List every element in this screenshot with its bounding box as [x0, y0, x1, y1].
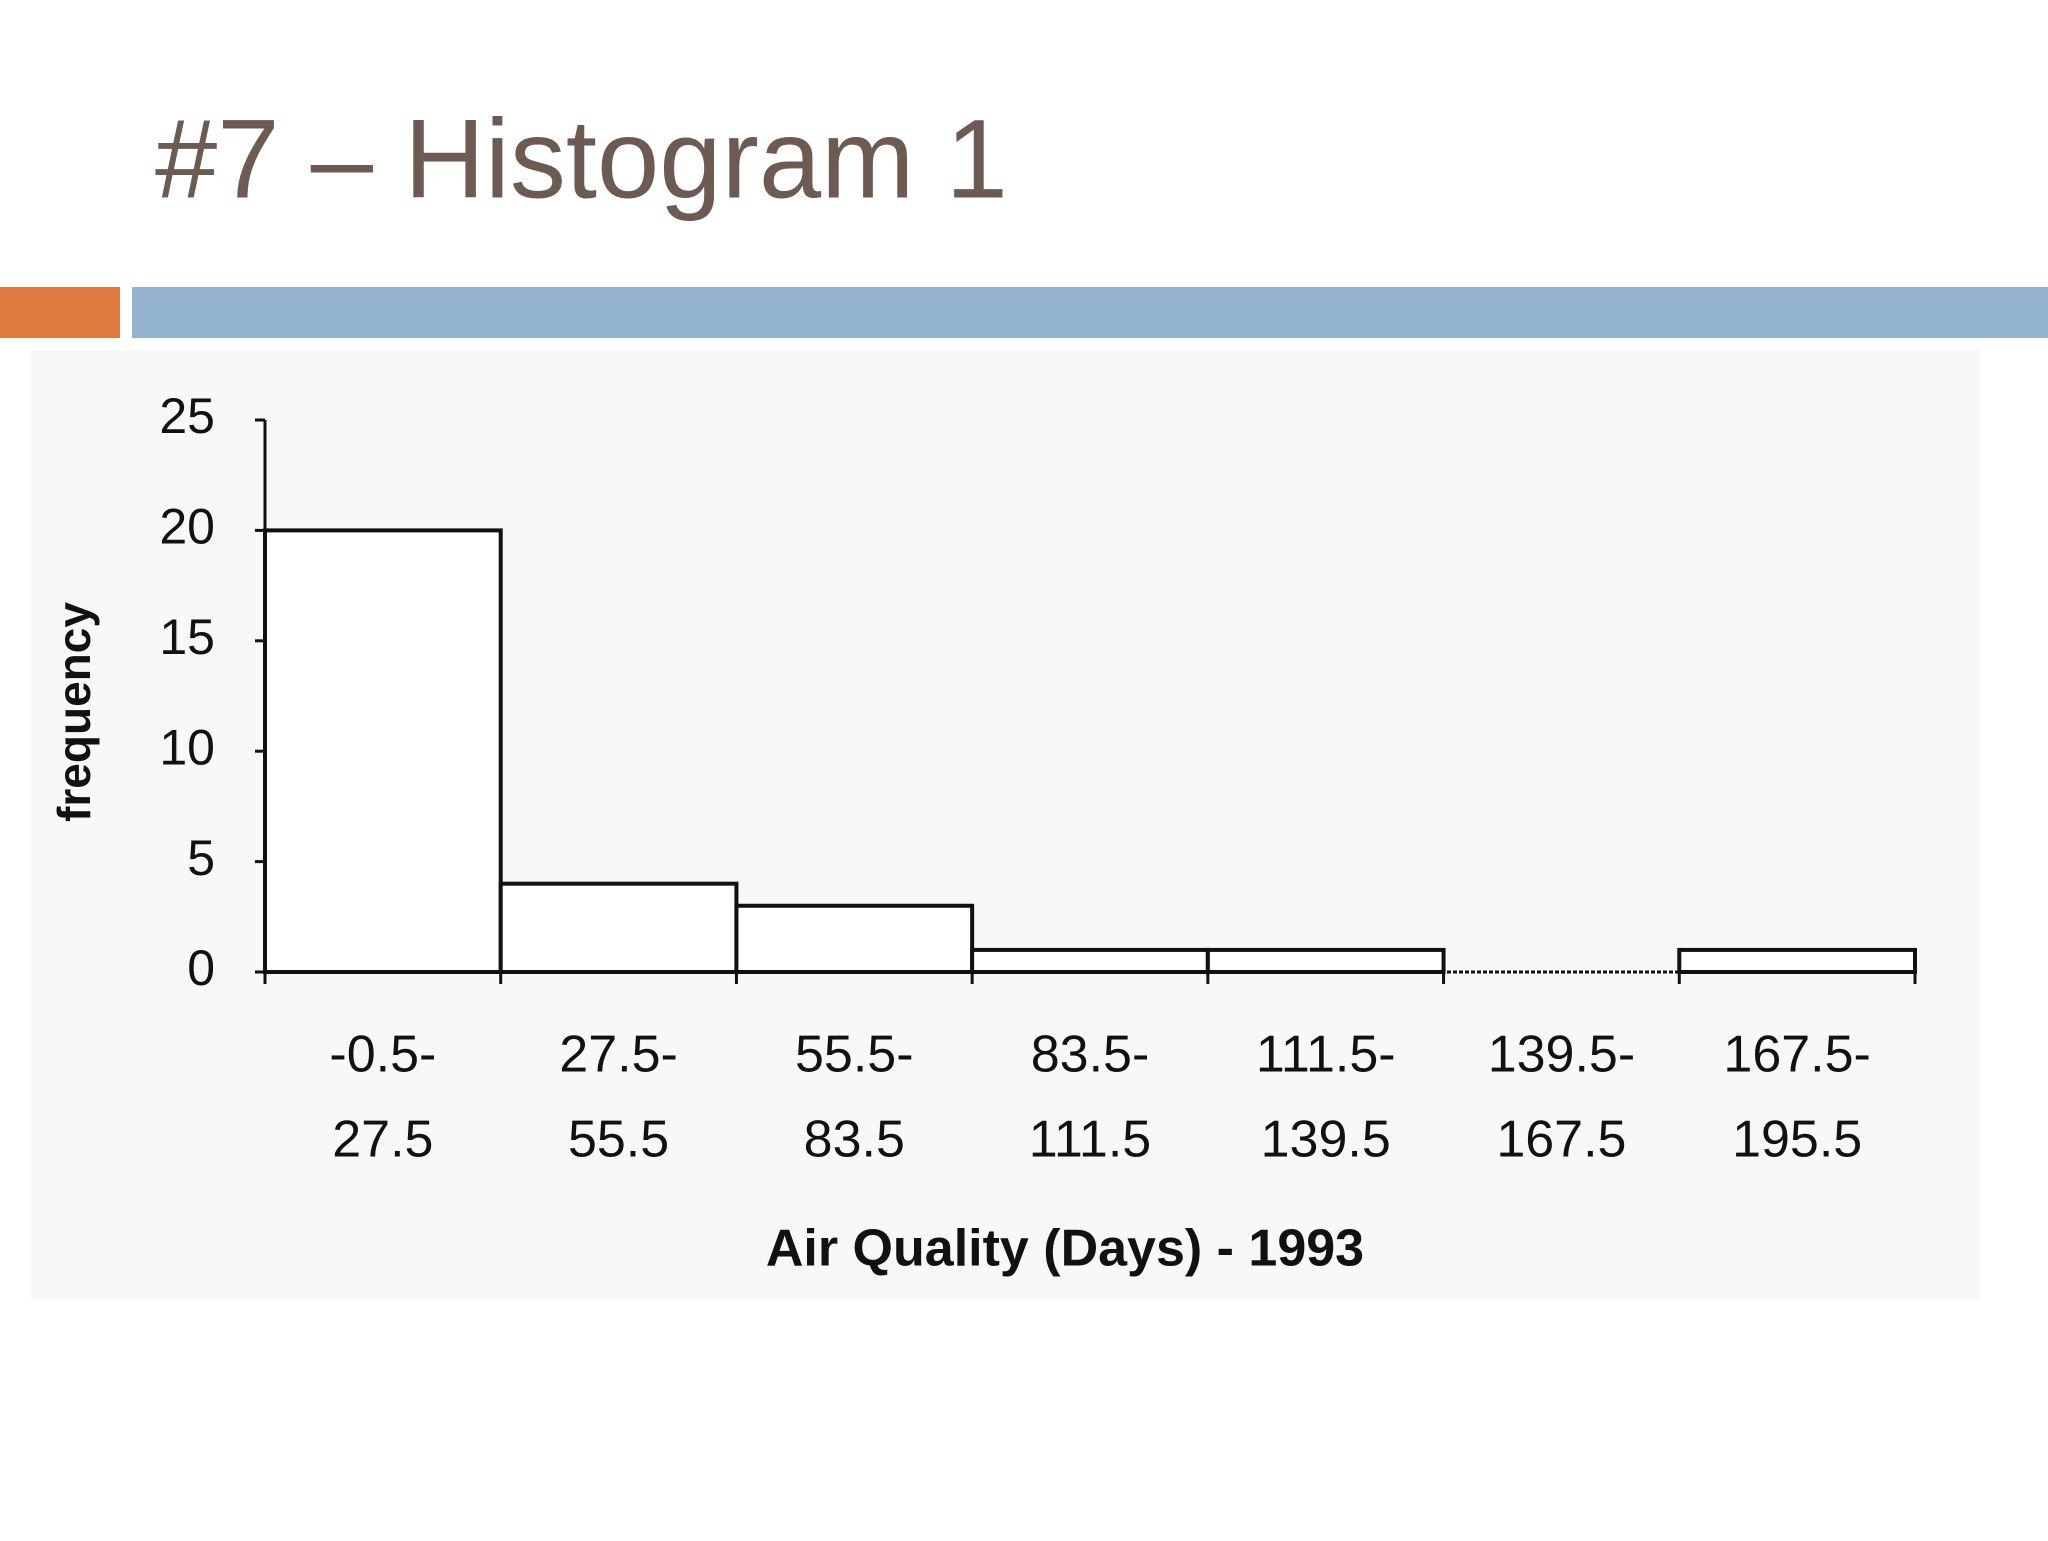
slide-title: #7 – Histogram 1: [155, 97, 1008, 222]
x-tick-label: 111.5-: [1256, 1026, 1396, 1084]
bar: [1677, 947, 1918, 974]
x-tick-label: 167.5: [1496, 1111, 1626, 1169]
x-tick-label: 55.5: [568, 1111, 669, 1169]
y-tick-label: 10: [159, 719, 215, 775]
x-tick-label: 195.5: [1732, 1111, 1862, 1169]
y-tick-label: 20: [159, 499, 215, 555]
x-tick-label: 167.5-: [1723, 1026, 1870, 1084]
y-tick-label: 0: [187, 940, 215, 996]
bar: [263, 528, 503, 975]
bar: [498, 881, 739, 974]
x-tick-label: 27.5: [332, 1111, 433, 1169]
y-tick-label: 25: [159, 388, 215, 444]
x-tick-label: 83.5: [804, 1111, 905, 1169]
x-tick-label: 139.5: [1261, 1111, 1391, 1169]
x-tick-label: -0.5-: [329, 1026, 436, 1084]
x-tick-label: 27.5-: [559, 1026, 678, 1084]
x-tick-label: 111.5: [1029, 1111, 1151, 1169]
accent-bar: [0, 287, 120, 338]
x-tick-label: 55.5-: [795, 1026, 914, 1084]
header-bar: [132, 287, 2048, 338]
bar: [734, 903, 975, 975]
bar: [1205, 947, 1446, 974]
x-tick-label: 139.5-: [1488, 1026, 1635, 1084]
x-tick-label: 83.5-: [1031, 1026, 1150, 1084]
y-axis-label: frequency: [48, 602, 100, 822]
y-tick-label: 5: [187, 830, 215, 886]
bar: [970, 947, 1210, 974]
y-tick-label: 15: [159, 609, 215, 665]
x-axis-label: Air Quality (Days) - 1993: [766, 1220, 1364, 1278]
